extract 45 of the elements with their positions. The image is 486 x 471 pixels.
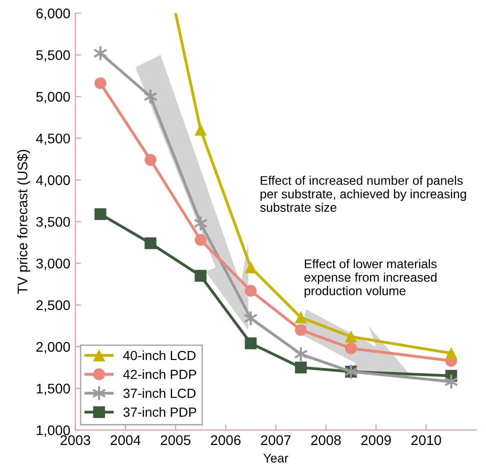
point	[144, 237, 156, 250]
point	[194, 234, 207, 246]
point	[345, 330, 357, 343]
point	[94, 208, 106, 220]
y-tick-label: 3,000	[36, 258, 70, 270]
legend-label: 37-inch PDP	[123, 407, 196, 417]
x-tick-label: 2004	[110, 435, 140, 446]
x-tick-label: 2008	[311, 435, 341, 446]
legend-label: 37-inch LCD	[123, 388, 196, 398]
point	[244, 337, 257, 350]
point	[144, 154, 156, 166]
point	[194, 270, 207, 282]
point	[294, 324, 307, 336]
x-tick-label: 2005	[160, 435, 190, 446]
point	[244, 310, 258, 326]
y-axis-title: TV price forecast (US$)	[16, 150, 30, 294]
point	[345, 342, 357, 354]
point	[94, 77, 106, 90]
x-tick-label: 2006	[210, 435, 241, 446]
y-tick-label: 1,500	[36, 384, 70, 396]
y-tick-label: 4,500	[36, 134, 70, 146]
y-tick-label: 6,000	[36, 8, 70, 20]
x-tick-label: 2003	[60, 435, 90, 446]
point	[445, 347, 458, 360]
annotation: Effect of increased number of panels per substrate, achieved by increasing substrate size	[260, 176, 466, 212]
point	[294, 312, 307, 324]
legend-label: 40-inch LCD	[123, 350, 196, 360]
point	[244, 262, 257, 274]
legend-label: 42-inch PDP	[123, 369, 196, 380]
y-tick-label: 4,000	[36, 175, 70, 187]
annotation: Effect of lower materials expense from increased production volume	[304, 259, 437, 298]
x-tick-label: 2009	[361, 435, 391, 446]
y-tick-label: 5,500	[36, 50, 70, 62]
y-tick-label: 2,500	[36, 300, 70, 312]
y-tick-label: 1,000	[36, 425, 70, 437]
point	[294, 362, 307, 374]
y-tick-label: 5,000	[36, 92, 70, 104]
x-tick-label: 2010	[411, 435, 442, 446]
x-axis-title: Year	[263, 454, 288, 463]
point	[194, 124, 207, 136]
y-tick-label: 3,500	[36, 216, 70, 228]
point	[244, 284, 257, 297]
x-tick-label: 2007	[261, 435, 291, 446]
point	[444, 374, 458, 390]
y-tick-label: 2,000	[36, 342, 70, 354]
